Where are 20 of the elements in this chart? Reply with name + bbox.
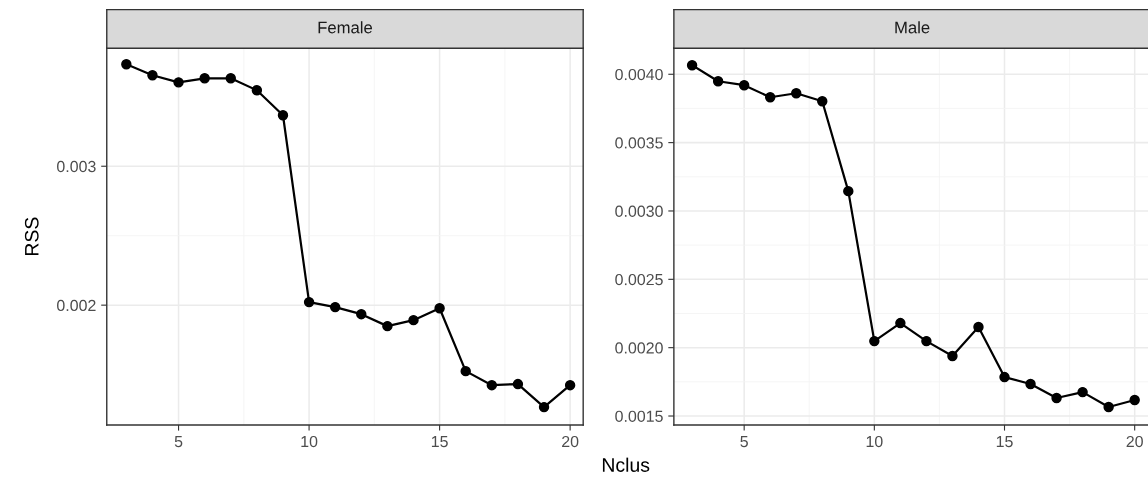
y-tick-label: 0.0015 (615, 410, 663, 422)
y-tick-label: 0.0035 (615, 137, 663, 149)
y-tick-label: 0.003 (57, 160, 96, 173)
y-axis-title: RSS (24, 217, 39, 256)
x-tick-label: 20 (1126, 435, 1143, 448)
x-tick-label: 10 (866, 435, 883, 448)
chart-title: Male (895, 21, 930, 34)
x-tick-label: 5 (740, 436, 748, 448)
x-tick-label: 15 (996, 436, 1013, 448)
x-tick-label: 5 (174, 436, 183, 448)
chart-title: Female (318, 21, 373, 34)
y-tick-label: 0.0040 (615, 68, 663, 81)
y-tick-label: 0.002 (57, 299, 96, 312)
x-tick-label: 10 (301, 435, 318, 448)
y-tick-label: 0.0025 (615, 273, 663, 286)
y-tick-label: 0.0030 (615, 205, 663, 217)
x-tick-label: 15 (431, 436, 448, 448)
x-tick-label: 20 (562, 435, 579, 448)
x-axis-title: Nclus (602, 457, 650, 472)
y-tick-label: 0.0020 (615, 342, 663, 354)
